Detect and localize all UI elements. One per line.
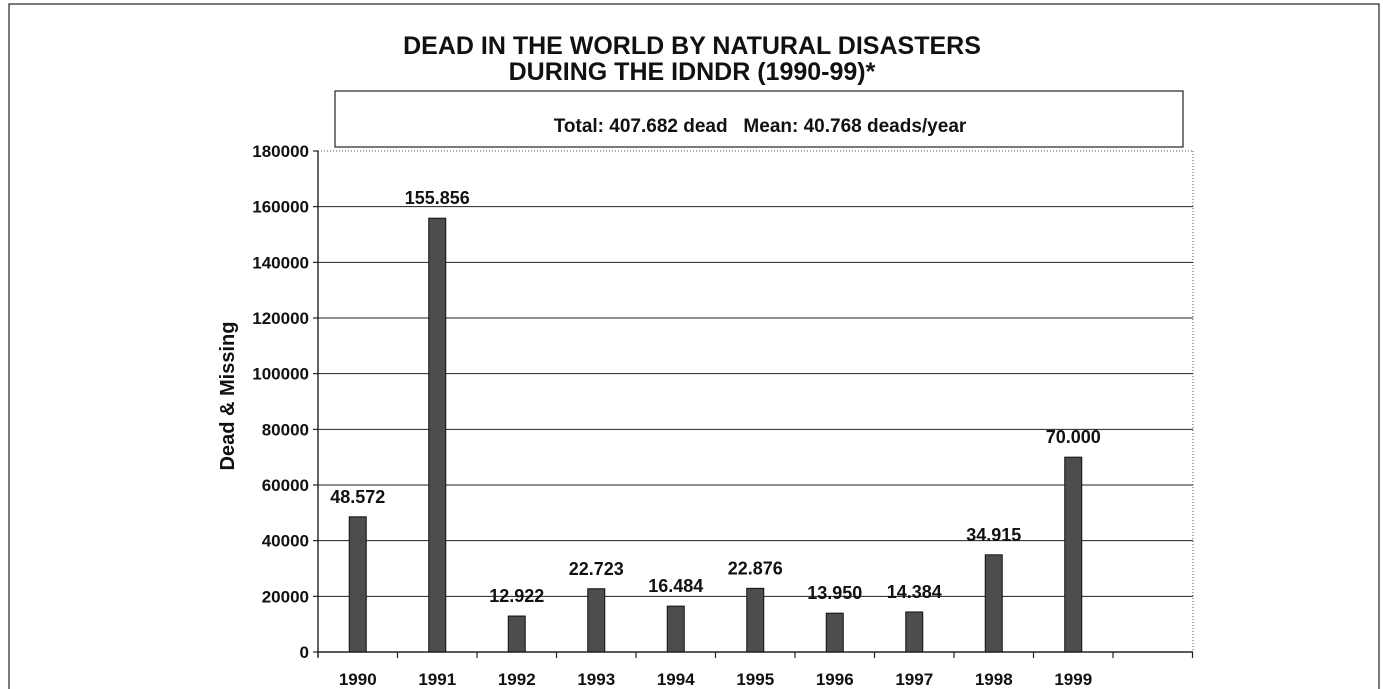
y-tick-label: 100000 <box>252 365 309 384</box>
chart-title-line1: DEAD IN THE WORLD BY NATURAL DISASTERS <box>403 32 981 60</box>
x-tick-label: 1996 <box>816 670 854 689</box>
data-label: 34.915 <box>966 525 1021 545</box>
y-tick-label: 80000 <box>262 420 309 439</box>
x-tick-label: 1990 <box>339 670 377 689</box>
data-label: 22.876 <box>728 558 783 578</box>
x-tick-label: 1991 <box>418 670 456 689</box>
data-label: 48.572 <box>330 487 385 507</box>
outer-border <box>8 3 1380 689</box>
data-label: 14.384 <box>887 582 942 602</box>
chart-title-line2: DURING THE IDNDR (1990-99)* <box>509 58 876 86</box>
y-tick-label: 140000 <box>252 253 309 272</box>
bar <box>507 615 526 653</box>
summary-text: Total: 407.682 dead Mean: 40.768 deads/y… <box>554 116 967 137</box>
x-tick-label: 1999 <box>1054 670 1092 689</box>
plot-area: 0 20000 40000 60000 80000 100000 120000 140000 1… <box>252 142 1194 689</box>
x-tick-label: 1995 <box>736 670 774 689</box>
summary-box <box>334 90 1184 148</box>
data-label: 155.856 <box>405 188 470 208</box>
data-label: 13.950 <box>807 583 862 603</box>
y-tick-label: 120000 <box>252 309 309 328</box>
x-tick-label: 1997 <box>895 670 933 689</box>
data-label: 70.000 <box>1046 427 1101 447</box>
x-tick-label: 1994 <box>657 670 695 689</box>
data-label: 22.723 <box>569 559 624 579</box>
bar <box>1064 456 1083 653</box>
y-tick-label: 20000 <box>262 587 309 606</box>
bar <box>905 611 924 653</box>
bar <box>587 588 606 653</box>
y-tick-label: 40000 <box>262 532 309 551</box>
data-label: 12.922 <box>489 586 544 606</box>
x-tick-label: 1998 <box>975 670 1013 689</box>
x-tick-label: 1993 <box>577 670 615 689</box>
y-tick-label: 0 <box>300 643 309 662</box>
data-label: 16.484 <box>648 576 703 596</box>
x-tick-label: 1992 <box>498 670 536 689</box>
y-tick-label: 60000 <box>262 476 309 495</box>
bar <box>825 612 844 653</box>
bar <box>666 605 685 653</box>
y-tick-label: 160000 <box>252 198 309 217</box>
bar <box>746 587 765 653</box>
bar <box>348 516 367 653</box>
bar <box>984 554 1003 653</box>
y-axis-label: Dead & Missing <box>217 322 239 471</box>
y-tick-label: 180000 <box>252 142 309 161</box>
bar <box>428 217 447 653</box>
